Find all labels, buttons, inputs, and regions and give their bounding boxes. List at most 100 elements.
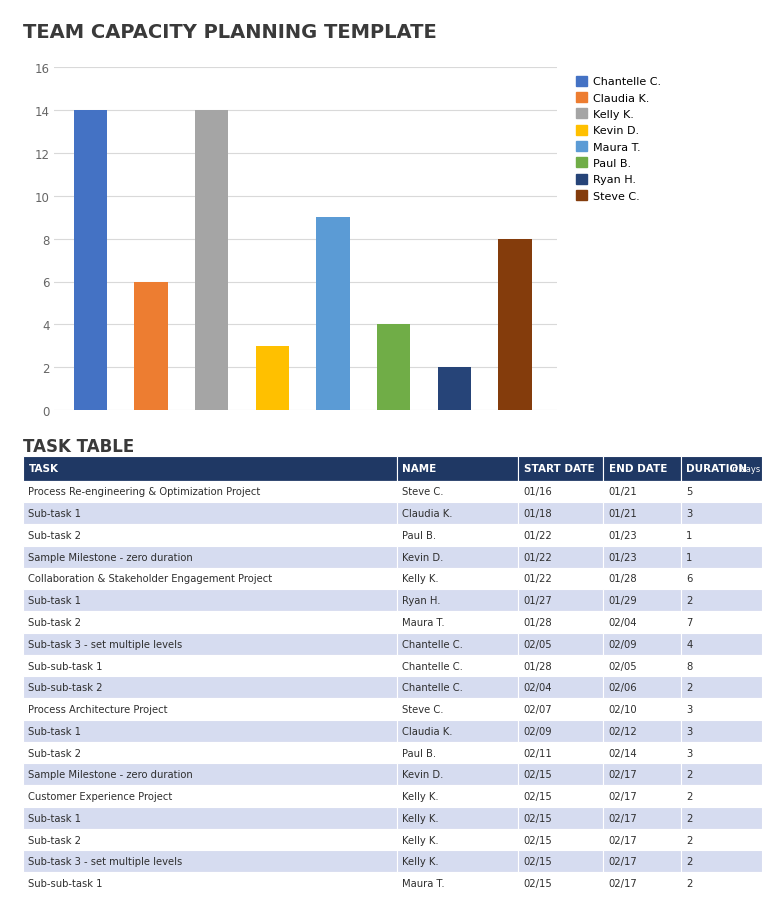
Text: Sub-task 1: Sub-task 1	[29, 596, 81, 606]
FancyBboxPatch shape	[23, 655, 396, 676]
Text: Sub-task 2: Sub-task 2	[29, 834, 81, 844]
FancyBboxPatch shape	[396, 633, 519, 655]
Text: Kelly K.: Kelly K.	[402, 791, 438, 801]
Text: 2: 2	[687, 834, 693, 844]
Text: 02/15: 02/15	[524, 769, 553, 779]
FancyBboxPatch shape	[681, 633, 762, 655]
Text: 2: 2	[687, 856, 693, 866]
Text: Sub-task 1: Sub-task 1	[29, 508, 81, 518]
Bar	[195, 110, 228, 411]
FancyBboxPatch shape	[604, 525, 681, 546]
FancyBboxPatch shape	[681, 807, 762, 829]
Text: Kevin D.: Kevin D.	[402, 769, 443, 779]
Text: Maura T.: Maura T.	[402, 618, 444, 628]
Text: Claudia K.: Claudia K.	[402, 726, 452, 736]
Text: 2: 2	[687, 813, 693, 823]
Text: Sub-task 1: Sub-task 1	[29, 726, 81, 736]
Text: 01/22: 01/22	[524, 530, 553, 540]
FancyBboxPatch shape	[396, 525, 519, 546]
Text: 02/17: 02/17	[608, 834, 638, 844]
Bar	[135, 282, 168, 411]
FancyBboxPatch shape	[396, 807, 519, 829]
FancyBboxPatch shape	[519, 676, 604, 698]
Text: Process Re-engineering & Optimization Project: Process Re-engineering & Optimization Pr…	[29, 487, 261, 497]
FancyBboxPatch shape	[396, 698, 519, 720]
FancyBboxPatch shape	[519, 655, 604, 676]
Text: 02/04: 02/04	[524, 683, 552, 693]
Text: Claudia K.: Claudia K.	[402, 508, 452, 518]
Text: Kelly K.: Kelly K.	[402, 813, 438, 823]
FancyBboxPatch shape	[519, 590, 604, 611]
FancyBboxPatch shape	[23, 503, 396, 525]
Bar	[498, 239, 532, 411]
Text: 02/17: 02/17	[608, 769, 638, 779]
Text: 02/06: 02/06	[608, 683, 637, 693]
FancyBboxPatch shape	[604, 829, 681, 851]
Text: 6: 6	[687, 573, 693, 584]
FancyBboxPatch shape	[23, 546, 396, 568]
FancyBboxPatch shape	[604, 807, 681, 829]
Text: Chantelle C.: Chantelle C.	[402, 639, 463, 649]
Text: 01/23: 01/23	[608, 552, 637, 562]
FancyBboxPatch shape	[519, 872, 604, 894]
Text: 02/05: 02/05	[608, 661, 637, 671]
FancyBboxPatch shape	[604, 503, 681, 525]
Text: Steve C.: Steve C.	[402, 704, 444, 714]
Text: Sub-task 3 - set multiple levels: Sub-task 3 - set multiple levels	[29, 856, 183, 866]
Text: 3: 3	[687, 726, 693, 736]
Text: TASK TABLE: TASK TABLE	[23, 438, 135, 456]
FancyBboxPatch shape	[519, 481, 604, 503]
FancyBboxPatch shape	[23, 590, 396, 611]
FancyBboxPatch shape	[519, 633, 604, 655]
Text: Collaboration & Stakeholder Engagement Project: Collaboration & Stakeholder Engagement P…	[29, 573, 272, 584]
FancyBboxPatch shape	[23, 633, 396, 655]
FancyBboxPatch shape	[396, 503, 519, 525]
Text: in days: in days	[730, 464, 760, 473]
FancyBboxPatch shape	[396, 676, 519, 698]
Text: 1: 1	[687, 552, 693, 562]
Text: Sub-task 2: Sub-task 2	[29, 618, 81, 628]
Text: TEAM CAPACITY PLANNING TEMPLATE: TEAM CAPACITY PLANNING TEMPLATE	[23, 23, 437, 42]
FancyBboxPatch shape	[681, 568, 762, 590]
FancyBboxPatch shape	[23, 851, 396, 872]
Text: 02/15: 02/15	[524, 813, 553, 823]
FancyBboxPatch shape	[681, 786, 762, 807]
Text: Sample Milestone - zero duration: Sample Milestone - zero duration	[29, 769, 194, 779]
FancyBboxPatch shape	[519, 807, 604, 829]
Text: Kelly K.: Kelly K.	[402, 573, 438, 584]
Text: 5: 5	[687, 487, 693, 497]
FancyBboxPatch shape	[681, 481, 762, 503]
FancyBboxPatch shape	[681, 851, 762, 872]
Text: 01/27: 01/27	[524, 596, 553, 606]
FancyBboxPatch shape	[604, 611, 681, 633]
FancyBboxPatch shape	[604, 568, 681, 590]
Text: 02/07: 02/07	[524, 704, 553, 714]
FancyBboxPatch shape	[23, 829, 396, 851]
FancyBboxPatch shape	[23, 872, 396, 894]
Text: 3: 3	[687, 704, 693, 714]
Text: 01/18: 01/18	[524, 508, 553, 518]
Text: TASK: TASK	[29, 463, 58, 473]
FancyBboxPatch shape	[23, 720, 396, 742]
FancyBboxPatch shape	[604, 590, 681, 611]
Text: 01/23: 01/23	[608, 530, 637, 540]
Text: 02/17: 02/17	[608, 813, 638, 823]
FancyBboxPatch shape	[519, 611, 604, 633]
FancyBboxPatch shape	[519, 503, 604, 525]
FancyBboxPatch shape	[604, 655, 681, 676]
FancyBboxPatch shape	[396, 742, 519, 764]
FancyBboxPatch shape	[396, 481, 519, 503]
FancyBboxPatch shape	[604, 786, 681, 807]
FancyBboxPatch shape	[23, 807, 396, 829]
FancyBboxPatch shape	[396, 851, 519, 872]
Bar	[437, 368, 471, 411]
Bar	[255, 347, 289, 411]
FancyBboxPatch shape	[23, 456, 396, 481]
Text: 02/10: 02/10	[608, 704, 637, 714]
FancyBboxPatch shape	[519, 456, 604, 481]
Text: END DATE: END DATE	[608, 463, 667, 473]
FancyBboxPatch shape	[519, 764, 604, 786]
Text: Sub-task 2: Sub-task 2	[29, 748, 81, 758]
Text: 01/22: 01/22	[524, 552, 553, 562]
FancyBboxPatch shape	[519, 525, 604, 546]
